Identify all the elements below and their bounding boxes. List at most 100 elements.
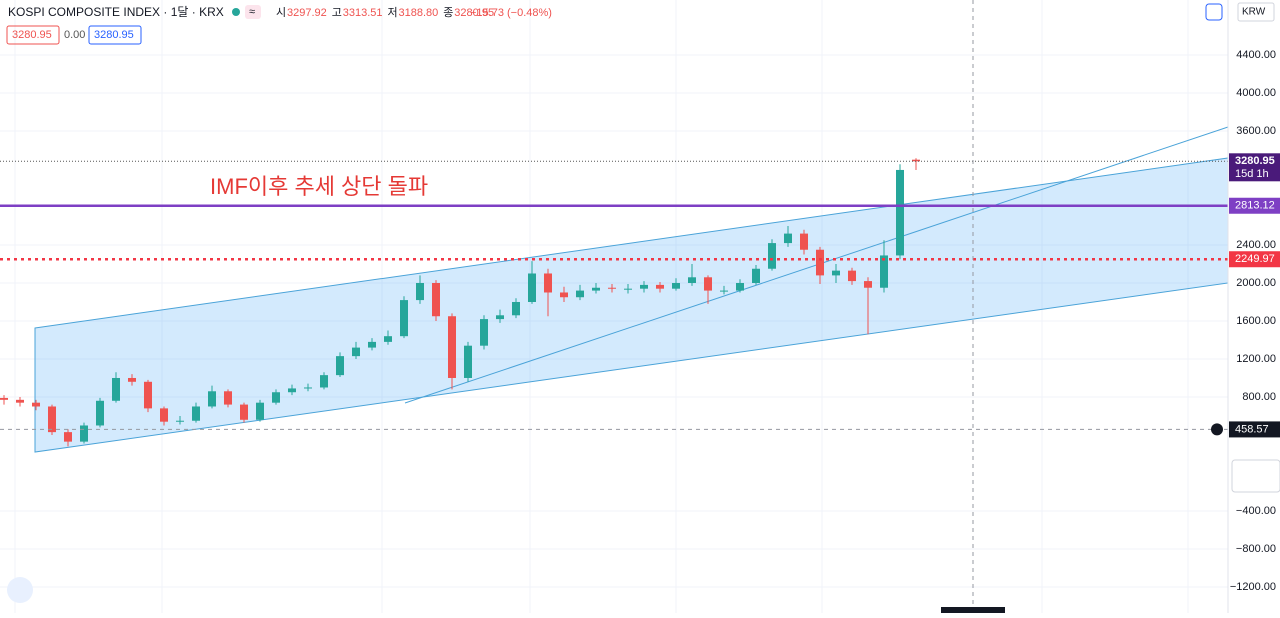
- last-price-bg: [1229, 153, 1280, 182]
- settings-button[interactable]: [1205, 3, 1223, 21]
- ohlc-key: 저: [388, 6, 398, 19]
- candle-body: [352, 347, 360, 357]
- y-tick-label: 800.00: [1242, 391, 1276, 403]
- candle-body: [496, 315, 504, 320]
- candle-body: [416, 282, 424, 301]
- candle-body: [112, 377, 120, 401]
- ohlc-key: 고: [332, 7, 342, 19]
- legend-box: [88, 25, 142, 45]
- candle-body: [656, 284, 664, 289]
- candle-body: [800, 233, 808, 250]
- y-tick-label: 4000.00: [1236, 87, 1276, 99]
- candle-body: [368, 341, 376, 348]
- candle-body: [624, 288, 632, 290]
- candle-body: [880, 255, 888, 288]
- candle-body: [128, 377, 136, 382]
- ohlc-value: 3297.92: [287, 7, 327, 19]
- candle-body: [32, 402, 40, 407]
- candle-body: [272, 392, 280, 403]
- legend-value: 3280.95: [12, 29, 52, 41]
- ohlc-key: 시: [276, 7, 286, 19]
- candle-body: [640, 284, 648, 289]
- last-price-label: 3280.95: [1235, 155, 1275, 167]
- y-tick-label: 3600.00: [1236, 125, 1276, 137]
- change: −15.73 (−0.48%): [470, 7, 552, 19]
- ohlc-value: 3280.95: [454, 7, 494, 19]
- candle-body: [240, 404, 248, 420]
- y-tick-label: 1600.00: [1236, 315, 1276, 327]
- candle-body: [256, 402, 264, 420]
- candle-body: [592, 287, 600, 291]
- price-axis: [1228, 0, 1280, 613]
- candle-body: [224, 391, 232, 405]
- candle-body: [432, 282, 440, 317]
- candle-body: [784, 233, 792, 244]
- candle-body: [864, 281, 872, 288]
- candle-body: [688, 277, 696, 283]
- candle-body: [320, 375, 328, 388]
- legend-box: [6, 25, 60, 45]
- candle-body: [304, 387, 312, 389]
- legend-value: 3280.95: [94, 29, 134, 41]
- logo: [7, 577, 33, 603]
- candle-body: [704, 277, 712, 291]
- candle-body: [400, 300, 408, 337]
- y-tick-label: 4400.00: [1236, 49, 1276, 61]
- candle-body: [608, 287, 616, 289]
- header-icons: ≈: [232, 5, 261, 19]
- candle-body: [16, 399, 24, 403]
- y-tick-label: 2000.00: [1236, 277, 1276, 289]
- candle-body: [752, 268, 760, 283]
- crosshair-plus: [1211, 423, 1223, 436]
- y-tick-label: −800.00: [1236, 543, 1276, 555]
- y-tick-label: 2400.00: [1236, 239, 1276, 251]
- candle-body: [672, 282, 680, 289]
- ohlc-value: 3313.51: [343, 7, 383, 19]
- currency: KRW: [1242, 7, 1266, 18]
- annotation: IMF이후 추세 상단 돌파: [210, 174, 428, 199]
- ohlc-key: 종: [443, 7, 453, 19]
- candle-body: [576, 290, 584, 298]
- candle-body: [448, 316, 456, 378]
- candle-body: [192, 406, 200, 421]
- candle-body: [544, 273, 552, 293]
- candle-body: [720, 290, 728, 292]
- symbol: KOSPI COMPOSITE INDEX · 1달 · KRX: [8, 5, 224, 19]
- y-tick-label: −1200.00: [1230, 581, 1276, 593]
- candle-body: [48, 406, 56, 433]
- candle-body: [96, 400, 104, 426]
- countdown: 15d 1h: [1235, 168, 1269, 180]
- candle-body: [0, 397, 8, 400]
- time-label: [941, 607, 1005, 613]
- candle-body: [336, 356, 344, 376]
- candle-body: [144, 381, 152, 409]
- currency-button[interactable]: [1237, 2, 1275, 22]
- candle-body: [288, 388, 296, 393]
- candle-body: [560, 292, 568, 298]
- candle-body: [512, 301, 520, 316]
- candle-body: [384, 336, 392, 342]
- candle-body: [848, 270, 856, 282]
- crosshair-label: 458.57: [1235, 423, 1269, 435]
- level-label: 2813.12: [1235, 200, 1275, 212]
- candle-body: [736, 282, 744, 291]
- candle-body: [64, 432, 72, 442]
- candle-body: [208, 391, 216, 407]
- vgrid: [14, 0, 1189, 613]
- candle-body: [816, 249, 824, 276]
- widget[interactable]: [1231, 459, 1280, 493]
- candle-body: [176, 420, 184, 422]
- y-tick-label: 1200.00: [1236, 353, 1276, 365]
- level-label-bg: [1229, 251, 1280, 268]
- candle-body: [896, 169, 904, 256]
- candle-body: [480, 319, 488, 346]
- candle-body: [528, 273, 536, 302]
- candle-body: [464, 345, 472, 378]
- ohlc-value: 3188.80: [399, 7, 439, 19]
- candle-body: [80, 425, 88, 442]
- level-label-bg: [1229, 197, 1280, 214]
- legend-value: 0.00: [64, 29, 85, 41]
- level-label: 2249.97: [1235, 253, 1275, 265]
